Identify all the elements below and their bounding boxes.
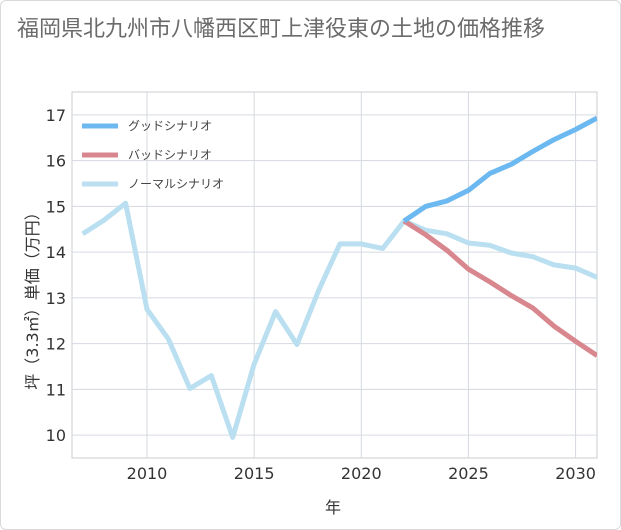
- legend-label-1: バッドシナリオ: [128, 148, 212, 162]
- series-line-0: [402, 115, 597, 224]
- axis-ticks: 2010 2015 2020 2025 2030 10 11 12 13 14 15 16 17: [46, 106, 596, 483]
- y-tick-label: 12: [46, 335, 66, 354]
- plot-frame: [71, 91, 598, 459]
- x-tick-label: 2025: [448, 464, 489, 483]
- y-tick-label: 17: [46, 106, 66, 125]
- series-line-1: [402, 218, 597, 358]
- y-axis-label: 坪（3.3㎡）単価（万円）: [23, 204, 42, 389]
- y-tick-label: 15: [46, 197, 66, 216]
- legend-label-2: ノーマルシナリオ: [128, 177, 224, 191]
- series-line-2: [81, 200, 597, 440]
- y-tick-label: 16: [46, 152, 66, 171]
- grid-lines: [71, 91, 598, 459]
- legend-label-0: グッドシナリオ: [128, 119, 212, 133]
- x-tick-label: 2020: [341, 464, 382, 483]
- x-tick-label: 2010: [127, 464, 168, 483]
- x-tick-label: 2015: [234, 464, 275, 483]
- y-tick-label: 10: [46, 426, 66, 445]
- y-tick-label: 13: [46, 289, 66, 308]
- chart-title: 福岡県北九州市八幡西区町上津役東の土地の価格推移: [17, 17, 546, 42]
- x-axis-label: 年: [325, 498, 341, 517]
- y-tick-label: 11: [46, 380, 66, 399]
- x-tick-label: 2030: [555, 464, 596, 483]
- series-lines: [81, 115, 597, 440]
- y-tick-label: 14: [46, 243, 66, 262]
